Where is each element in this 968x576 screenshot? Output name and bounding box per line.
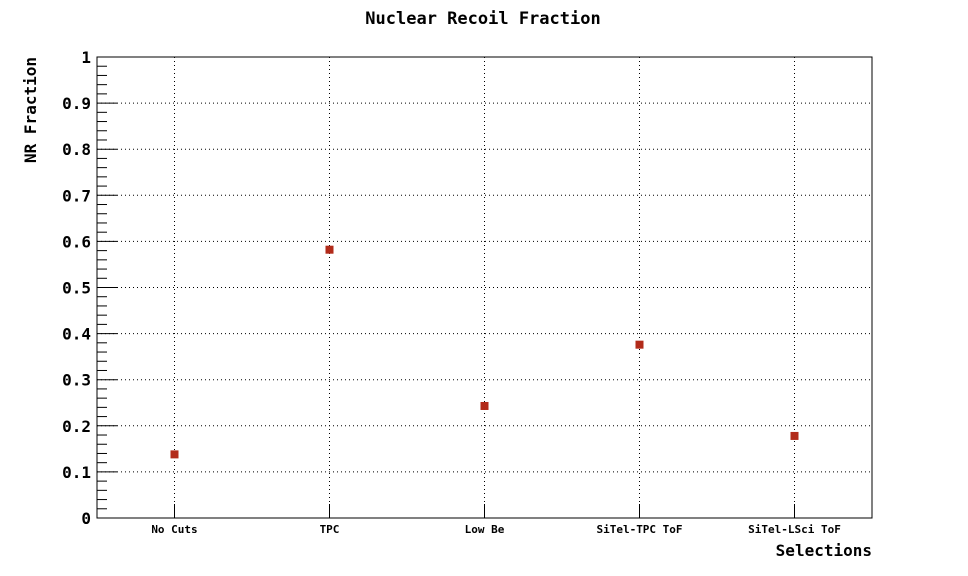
- data-point: [635, 340, 644, 349]
- y-tick-label: 0: [81, 509, 91, 528]
- y-axis-label: NR Fraction: [21, 57, 40, 163]
- x-tick-label: No Cuts: [151, 523, 197, 536]
- x-tick-label: Low Be: [465, 523, 505, 536]
- y-tick-label: 0.3: [62, 371, 91, 390]
- y-tick-label: 0.9: [62, 94, 91, 113]
- y-tick-label: 1: [81, 48, 91, 67]
- x-tick-label: TPC: [320, 523, 340, 536]
- y-tick-label: 0.4: [62, 325, 91, 344]
- data-points: [170, 245, 799, 459]
- data-point: [480, 401, 489, 410]
- y-tick-label: 0.8: [62, 140, 91, 159]
- x-axis-label: Selections: [776, 541, 872, 560]
- data-point: [790, 431, 799, 440]
- y-tick-label: 0.5: [62, 279, 91, 298]
- grid: [97, 57, 872, 518]
- y-tick-label: 0.7: [62, 186, 91, 205]
- data-point: [325, 245, 334, 254]
- data-point: [170, 450, 179, 459]
- x-tick-label: SiTel-TPC ToF: [596, 523, 682, 536]
- y-tick-label: 0.6: [62, 232, 91, 251]
- chart-title: Nuclear Recoil Fraction: [365, 9, 600, 29]
- x-tick-label: SiTel-LSci ToF: [748, 523, 841, 536]
- y-tick-label: 0.1: [62, 463, 91, 482]
- x-axis: No Cuts TPC Low Be SiTel-TPC ToF SiTel-LSci …: [151, 504, 841, 536]
- y-tick-label: 0.2: [62, 417, 91, 436]
- y-axis: 0 0.1 0.2 0.3 0.4 0.5 0.6 0.7 0.8 0.9 1: [62, 48, 117, 528]
